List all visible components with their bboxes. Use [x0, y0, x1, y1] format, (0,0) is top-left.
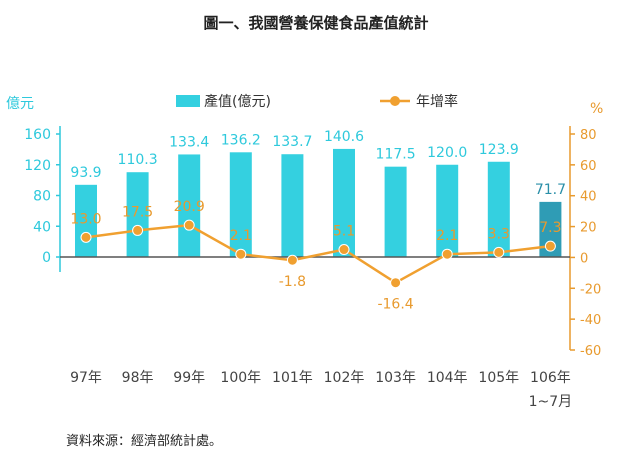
category-label: 105年: [478, 370, 519, 386]
right-axis-unit: %: [590, 101, 603, 117]
bar: [178, 154, 201, 257]
rate-value-label: -16.4: [377, 297, 413, 313]
rate-value-label: 13.0: [70, 211, 101, 227]
legend-line-marker: [390, 96, 400, 106]
legend: 產值(億元) 年增率: [176, 93, 458, 110]
bar: [281, 154, 304, 257]
category-label: 99年: [173, 370, 205, 386]
category-label: 101年: [272, 370, 313, 386]
bar-value-label: 133.4: [169, 134, 209, 150]
rate-point: [235, 248, 247, 260]
bar-value-label: 93.9: [70, 165, 101, 181]
rate-point: [183, 219, 195, 231]
left-tick-label: 80: [33, 189, 51, 205]
right-tick-label: 0: [580, 251, 588, 266]
category-label: 104年: [427, 370, 468, 386]
category-label: 98年: [122, 370, 154, 386]
left-tick-label: 40: [33, 219, 51, 235]
rate-value-label: 5.1: [333, 224, 355, 240]
rate-value-label: 3.3: [488, 226, 510, 242]
rate-point: [338, 244, 350, 256]
chart-title: 圖一、我國營養保健食品產值統計: [203, 14, 428, 32]
rate-point: [441, 248, 453, 260]
rate-value-label: 20.9: [174, 199, 205, 215]
bar-value-label: 136.2: [221, 132, 261, 148]
data-labels: 93.9 110.3 133.4 136.2 133.7 140.6 117.5 120.0 1…: [70, 129, 566, 313]
category-label: 97年: [70, 370, 102, 386]
rate-point: [544, 240, 556, 252]
right-tick-label: -20: [580, 282, 601, 297]
bars: [75, 148, 562, 257]
category-label: 100年: [220, 370, 261, 386]
rate-value-label: -1.8: [279, 274, 306, 290]
rate-series-line: [85, 223, 551, 285]
bar: [384, 166, 407, 257]
bar-value-label: 133.7: [272, 134, 312, 150]
category-label: 102年: [324, 370, 365, 386]
bar: [229, 152, 252, 257]
right-tick-label: 20: [580, 221, 597, 236]
rate-point: [80, 231, 92, 243]
bar-value-label: 71.7: [535, 182, 566, 198]
rate-value-label: 17.5: [122, 204, 153, 220]
category-label: 103年: [375, 370, 416, 386]
legend-line-label: 年增率: [416, 93, 458, 110]
bar: [487, 161, 510, 257]
bar: [436, 164, 459, 257]
right-tick-label: 40: [580, 190, 597, 205]
right-tick-label: 60: [580, 159, 597, 174]
bar-value-label: 117.5: [376, 147, 416, 163]
rate-line: [80, 219, 556, 289]
bar: [539, 201, 562, 257]
axes: 0 40 80 120 160 80 60 40 20 0 -20 -40 -60: [24, 126, 601, 359]
rate-point: [286, 254, 298, 266]
category-labels: 97年 98年 99年 100年 101年 102年 103年 104年 105年 106年 1~7…: [70, 370, 572, 410]
left-tick-label: 0: [42, 250, 51, 266]
rate-value-label: 7.3: [539, 220, 561, 236]
left-tick-label: 120: [24, 158, 51, 174]
bar: [75, 184, 97, 257]
right-tick-label: -40: [580, 313, 601, 328]
source-note: 資料來源：經濟部統計處。: [66, 434, 223, 449]
bar-value-label: 140.6: [324, 129, 364, 145]
left-tick-label: 160: [24, 127, 51, 143]
category-label: 106年: [530, 370, 571, 386]
rate-value-label: 2.1: [436, 228, 458, 244]
bar: [126, 172, 149, 257]
rate-point: [390, 277, 402, 289]
bar-value-label: 123.9: [479, 142, 519, 158]
category-note: 1~7月: [529, 394, 573, 410]
bar: [333, 148, 355, 257]
right-tick-label: 80: [580, 128, 597, 143]
bar-value-label: 120.0: [427, 145, 467, 161]
rate-value-label: 2.1: [230, 228, 252, 244]
bar-value-label: 110.3: [118, 152, 158, 168]
right-tick-label: -60: [580, 344, 601, 359]
rate-point: [493, 246, 505, 258]
legend-bar-label: 產值(億元): [204, 93, 271, 110]
legend-bar-swatch: [176, 95, 200, 107]
left-axis-unit: 億元: [6, 96, 34, 112]
rate-point: [132, 224, 144, 236]
